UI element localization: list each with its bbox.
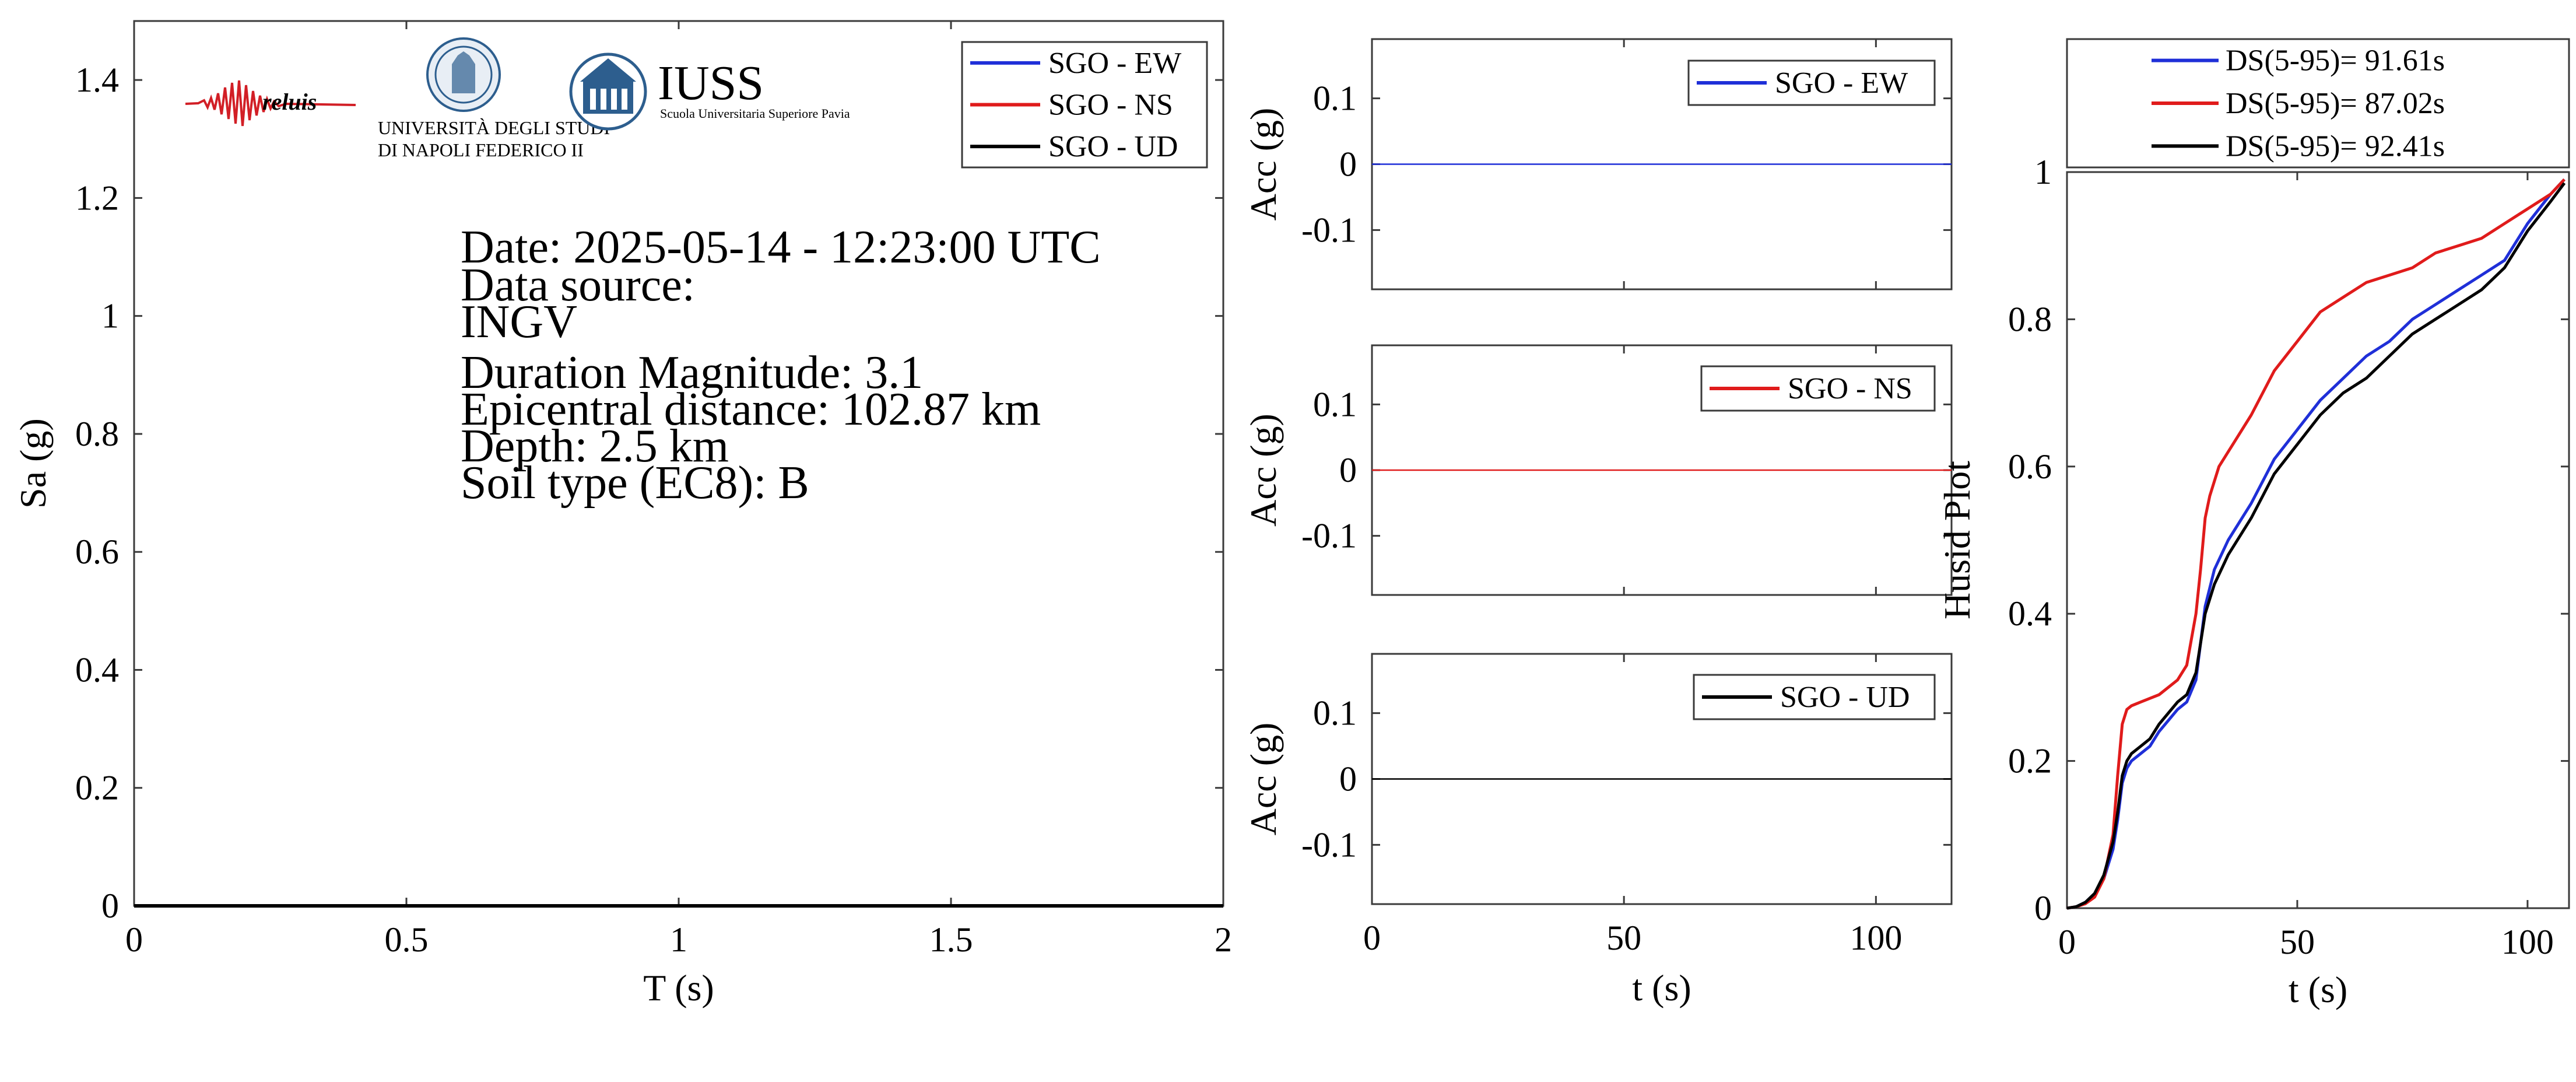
husid-legend-entry-2: DS(5-95)= 92.41s	[2226, 129, 2445, 163]
husid-ytick-label: 0.4	[2008, 594, 2052, 633]
reluis-logo-text: reluis	[262, 89, 317, 115]
spectrum-ytick-label: 1.4	[75, 61, 119, 99]
acc-ns-chart: 0.1 0 -0.1 Acc (g) SGO - NS	[1243, 344, 1953, 596]
spectrum-xtick-label: 0.5	[385, 920, 429, 959]
acc_ew-y-axis-title: Acc (g)	[1243, 108, 1284, 221]
acc_ew-ytick-label: 0.1	[1313, 79, 1357, 118]
acc-ew-chart: 0.1 0 -0.1 Acc (g) SGO - EW	[1243, 38, 1953, 290]
husid-ytick-label: 0.2	[2008, 742, 2052, 780]
spectrum-legend-entry-1: SGO - NS	[1048, 89, 1173, 122]
soil-type: Soil type (EC8): B	[461, 457, 809, 509]
husid-plot-frame	[2066, 171, 2570, 909]
event-date: Date: 2025-05-14 - 12:23:00 UTC	[461, 222, 1101, 273]
husid-series-line-0	[2066, 178, 2566, 910]
husid-xtick-label: 0	[2058, 923, 2076, 961]
unina-logo: UNIVERSITÀ DEGLI STUDI DI NAPOLI FEDERIC…	[378, 37, 610, 160]
unina-logo-line2: DI NAPOLI FEDERICO II	[378, 139, 584, 160]
acc_ns-ytick-label: 0.1	[1313, 385, 1357, 423]
husid-ytick-label: 1	[2034, 153, 2052, 191]
acc_ew-ytick-label: 0	[1339, 145, 1357, 184]
acc_ns-legend: SGO - NS	[1700, 365, 1936, 412]
data-source-label: Data source:	[461, 260, 695, 311]
spectrum-ytick-label: 1.2	[75, 178, 119, 217]
spectrum-ytick-label: 0.2	[75, 769, 119, 807]
acc_ud-xtick-label: 0	[1363, 919, 1381, 957]
spectrum-legend-entry-0: SGO - EW	[1048, 47, 1181, 80]
spectrum-chart: 0 0.5 1 1.5 2 0 0.2 0.4 0.6 0.8 1 1.2 1.4 Sa (g) T (s)…	[12, 20, 1232, 1009]
husid-legend-box	[2066, 38, 2570, 169]
husid-chart: 0 50 100 0 0.2 0.4 0.6 0.8 1 Husid Plot t (s) DS(5-…	[1936, 38, 2570, 1010]
husid-xtick-label: 50	[2280, 923, 2315, 961]
reluis-waveform-icon	[185, 80, 356, 127]
spectrum-y-axis-title: Sa (g)	[12, 418, 54, 509]
husid-x-axis-title: t (s)	[2289, 969, 2347, 1010]
spectrum-ytick-label: 1	[101, 297, 119, 335]
spectrum-xtick-label: 1	[670, 920, 687, 959]
acc_ud-legend: SGO - UD	[1693, 674, 1936, 720]
spectrum-legend-entry-2: SGO - UD	[1048, 130, 1178, 163]
acc-ud-chart: 0 50 100 0.1 0 -0.1 Acc (g) t (s) SGO - UD	[1243, 653, 1953, 1009]
husid-legend-entry-1: DS(5-95)= 87.02s	[2226, 87, 2445, 120]
spectrum-legend: SGO - EW SGO - NS SGO - UD	[961, 41, 1208, 169]
epicentral-distance: Epicentral distance: 102.87 km	[461, 384, 1041, 435]
iuss-logo: IUSS Scuola Universitaria Superiore Pavi…	[569, 52, 850, 131]
husid-legend: DS(5-95)= 91.61s DS(5-95)= 87.02s DS(5-95)…	[2066, 38, 2570, 169]
acc_ud-ytick-label: -0.1	[1301, 825, 1357, 864]
spectrum-ytick-label: 0.4	[75, 650, 119, 689]
spectrum-ytick-label: 0.6	[75, 533, 119, 571]
acc_ew-ytick-label: -0.1	[1301, 211, 1357, 249]
acc_ud-ytick-label: 0	[1339, 760, 1357, 799]
event-depth: Depth: 2.5 km	[461, 421, 729, 472]
unina-logo-line1: UNIVERSITÀ DEGLI STUDI	[378, 117, 610, 138]
acc_ud-xtick-label: 50	[1606, 919, 1641, 957]
spectrum-xtick-label: 2	[1215, 920, 1232, 959]
acc_ud-xtick-label: 100	[1849, 919, 1902, 957]
husid-ytick-label: 0.8	[2008, 300, 2052, 338]
acc_ns-y-axis-title: Acc (g)	[1243, 414, 1284, 527]
spectrum-x-axis-title: T (s)	[643, 967, 714, 1009]
event-info: Date: 2025-05-14 - 12:23:00 UTC Data sou…	[461, 222, 1101, 509]
duration-magnitude: Duration Magnitude: 3.1	[461, 347, 923, 398]
spectrum-xtick-label: 0	[125, 920, 143, 959]
husid-series-line-1	[2066, 178, 2566, 910]
acc_ew-legend: SGO - EW	[1687, 59, 1936, 106]
husid-series-line-2	[2066, 182, 2566, 910]
husid-xtick-label: 100	[2501, 923, 2554, 961]
acc_ud-y-axis-title: Acc (g)	[1243, 723, 1284, 836]
iuss-logo-subtitle: Scuola Universitaria Superiore Pavia	[660, 106, 850, 121]
acc_ns-legend-entry-0: SGO - NS	[1788, 372, 1912, 405]
acc_ns-ytick-label: 0	[1339, 451, 1357, 489]
acc_ud-legend-entry-0: SGO - UD	[1780, 681, 1910, 714]
acc_ud-x-axis-title: t (s)	[1632, 967, 1691, 1009]
spectrum-xtick-label: 1.5	[929, 920, 973, 959]
husid-ytick-label: 0.6	[2008, 447, 2052, 486]
data-source-value: INGV	[461, 296, 577, 348]
acc_ns-ytick-label: -0.1	[1301, 517, 1357, 555]
husid-y-axis-title: Husid Plot	[1936, 461, 1978, 619]
reluis-logo: reluis	[185, 80, 356, 127]
spectrum-ytick-label: 0.8	[75, 415, 119, 453]
husid-ytick-label: 0	[2034, 889, 2052, 927]
iuss-logo-title: IUSS	[658, 56, 764, 110]
acc_ew-legend-entry-0: SGO - EW	[1775, 66, 1908, 100]
acc_ud-ytick-label: 0.1	[1313, 694, 1357, 733]
husid-legend-entry-0: DS(5-95)= 91.61s	[2226, 44, 2445, 78]
spectrum-ytick-label: 0	[101, 887, 119, 925]
